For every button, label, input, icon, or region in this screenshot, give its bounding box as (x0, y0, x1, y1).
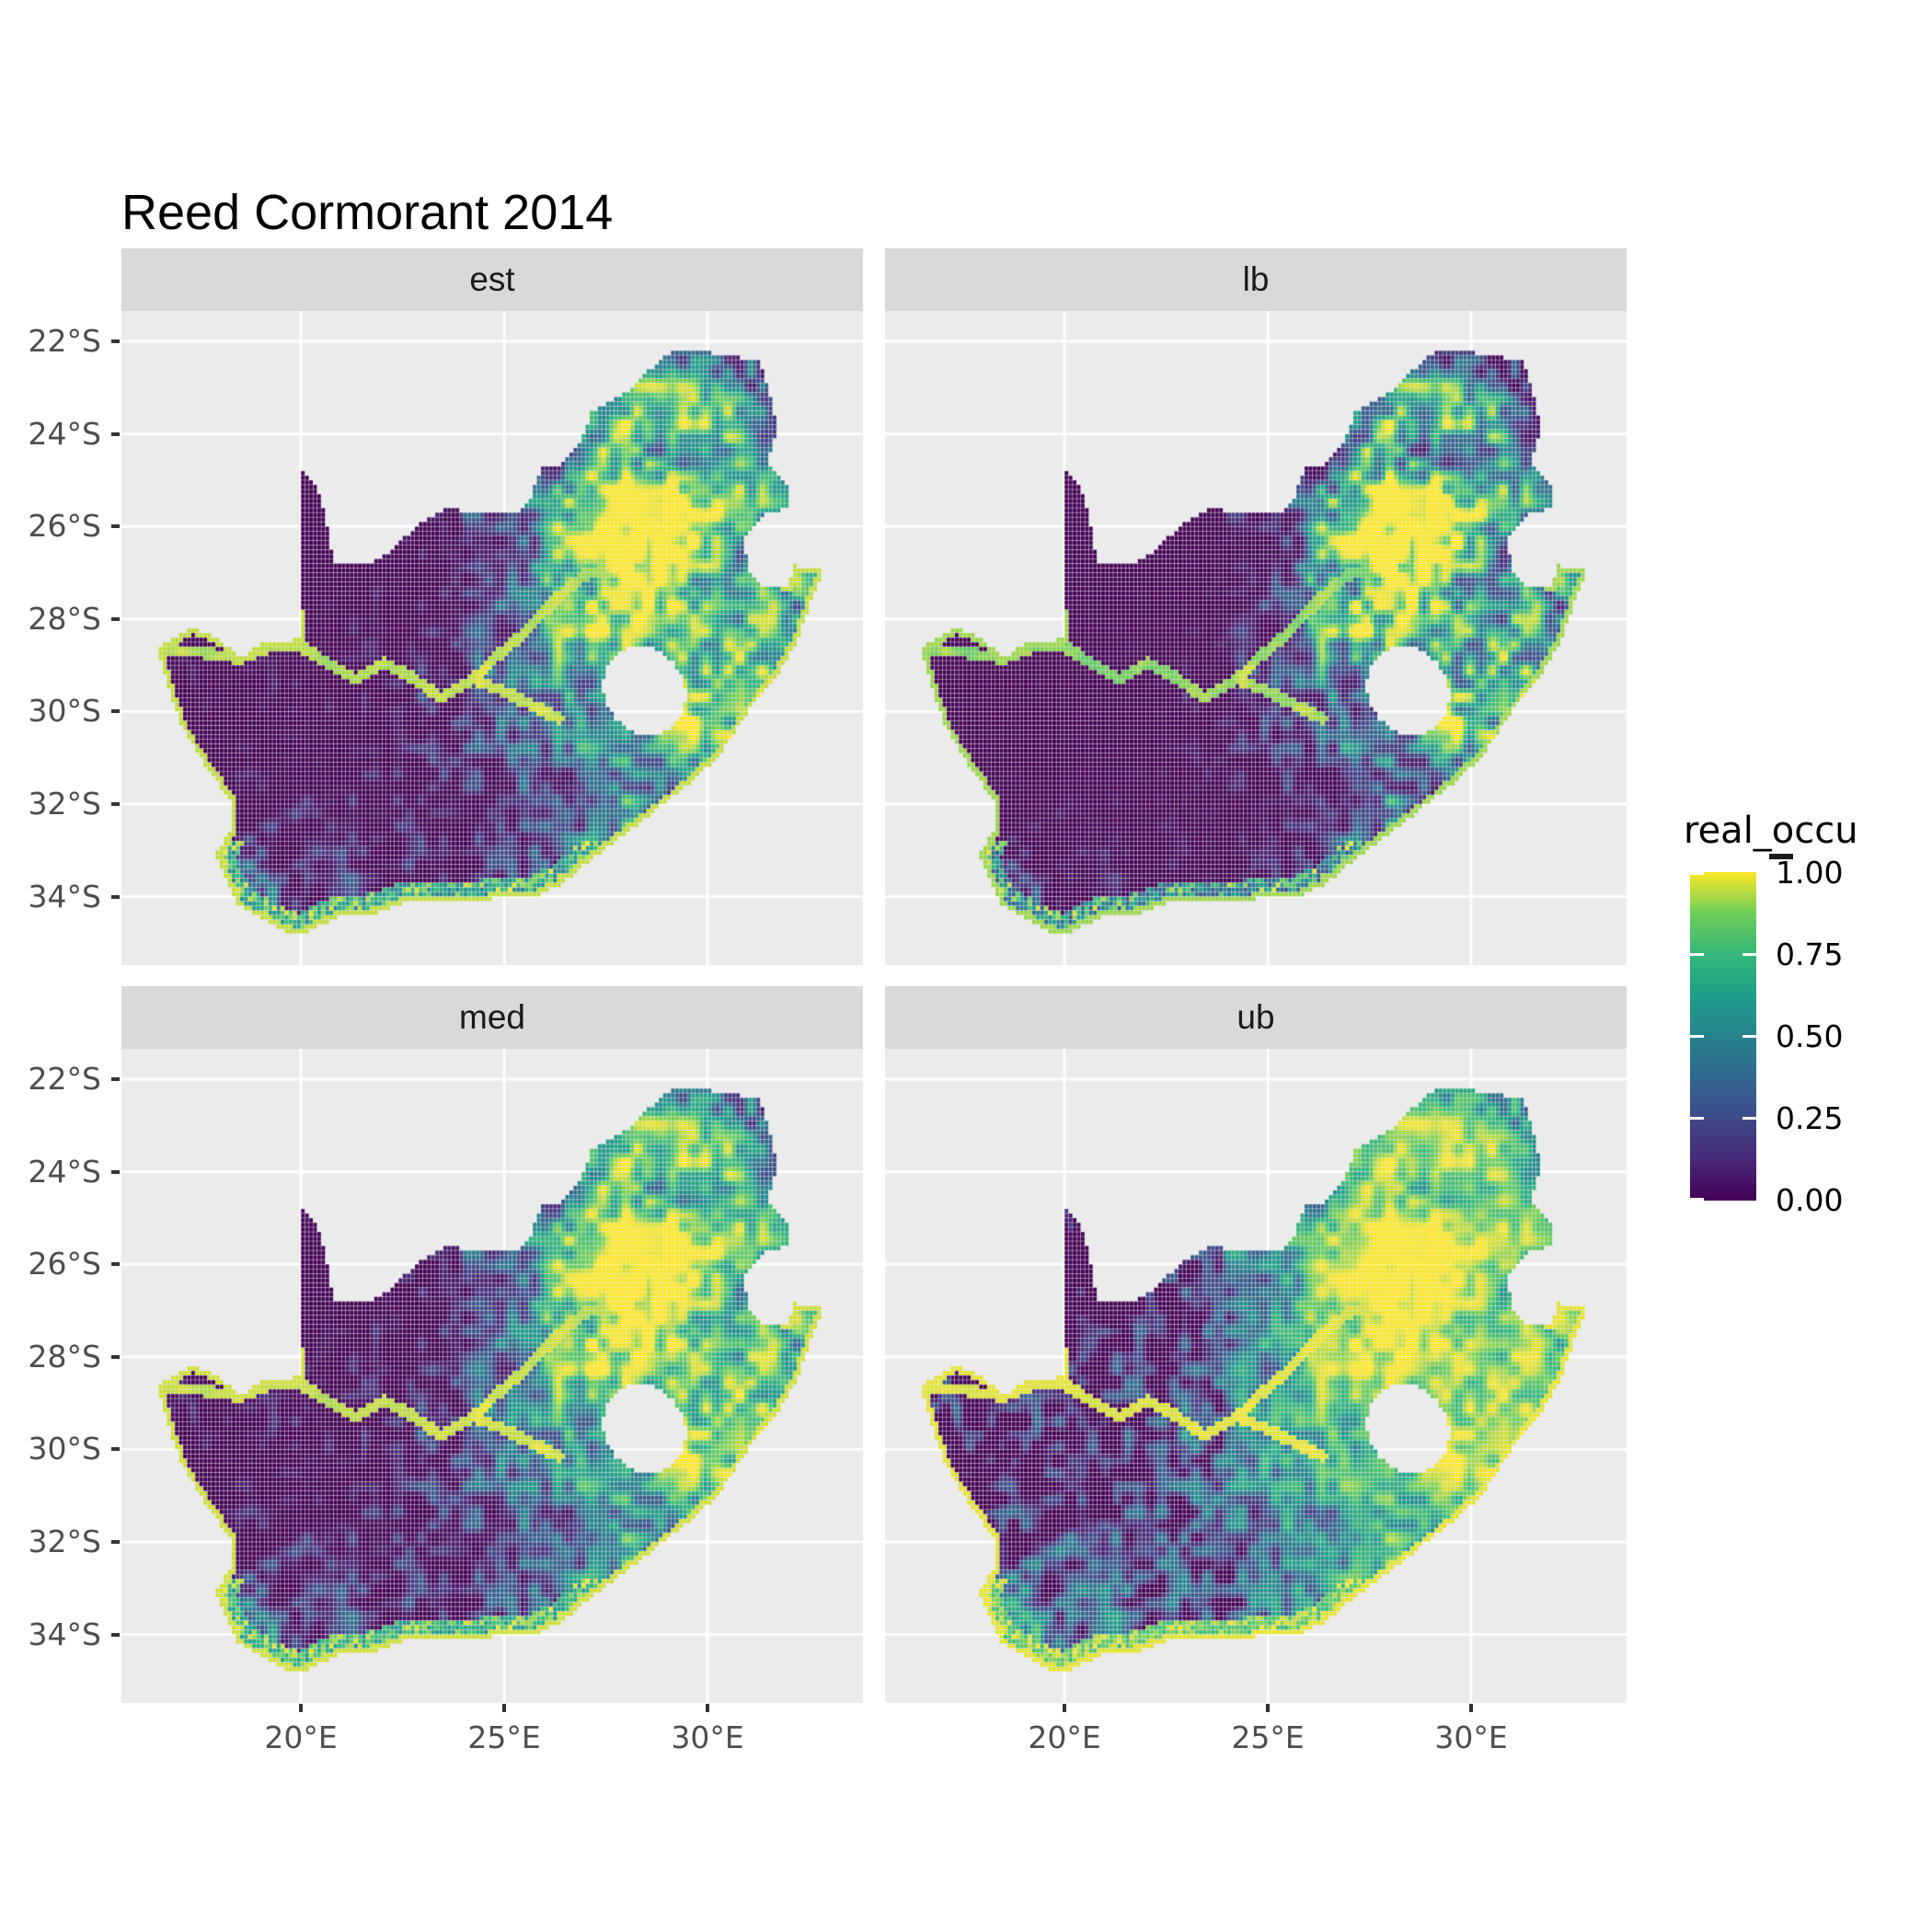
y-axis-tick-mark (111, 1540, 120, 1544)
x-axis-tick-mark (502, 1704, 506, 1712)
y-axis-tick-label: 24°S (28, 415, 101, 452)
y-axis-tick-label: 28°S (28, 1338, 101, 1374)
facet-map-canvas-lb (885, 311, 1627, 965)
x-axis-tick-mark (1266, 1704, 1270, 1712)
legend-colorbar (1690, 872, 1756, 1201)
y-axis-tick-mark (111, 1077, 120, 1081)
legend-tick-0.50 (1742, 1035, 1756, 1038)
legend-tick-0.75 (1690, 953, 1704, 956)
y-axis-tick-mark (111, 1354, 120, 1359)
y-axis-tick-label: 32°S (28, 1524, 101, 1559)
y-axis-tick-mark (111, 339, 120, 343)
y-axis-tick-mark (111, 616, 120, 621)
legend-title: real_occu (1684, 810, 1858, 852)
y-axis-tick-mark (111, 524, 120, 529)
facet-strip-med: med (121, 986, 863, 1049)
facet-map-canvas-med (121, 1049, 863, 1703)
facet-strip-label: est (469, 260, 515, 298)
y-axis-tick-label: 22°S (28, 1061, 101, 1097)
facet-strip-label: lb (1242, 260, 1270, 298)
legend-tick-0.75 (1742, 953, 1756, 956)
map-panel-est (121, 311, 863, 965)
y-axis-tick-mark (111, 802, 120, 806)
x-axis-tick-label: 25°E (1231, 1719, 1305, 1755)
y-axis-tick-label: 28°S (28, 600, 101, 637)
y-axis-tick-mark (111, 1169, 120, 1174)
x-axis-tick-label: 20°E (264, 1719, 338, 1755)
legend-tick-0.25 (1742, 1117, 1756, 1120)
y-axis-tick-label: 32°S (28, 786, 101, 822)
x-axis-tick-label: 30°E (1434, 1719, 1508, 1755)
legend-label: 0.75 (1776, 937, 1844, 972)
x-axis-tick-mark (1063, 1704, 1066, 1712)
legend-limit-tick (1769, 854, 1793, 859)
map-panel-lb (885, 311, 1627, 965)
y-axis-tick-mark (111, 709, 120, 714)
x-axis-tick-label: 20°E (1028, 1719, 1101, 1755)
y-axis-tick-label: 34°S (28, 878, 101, 914)
y-axis-tick-label: 30°S (28, 693, 101, 730)
x-axis-tick-mark (299, 1704, 303, 1712)
y-axis-tick-mark (111, 431, 120, 436)
facet-strip-ub: ub (885, 986, 1627, 1049)
facet-ub: ub (885, 986, 1627, 1703)
map-panel-ub (885, 1049, 1627, 1703)
y-axis-tick-label: 26°S (28, 1246, 101, 1282)
plot-title: Reed Cormorant 2014 (121, 185, 614, 240)
facet-strip-label: med (459, 998, 525, 1036)
legend-label: 0.50 (1776, 1018, 1844, 1054)
y-axis-tick-label: 34°S (28, 1616, 101, 1652)
x-axis-tick-label: 25°E (467, 1719, 541, 1755)
facet-map-canvas-ub (885, 1049, 1627, 1703)
legend-real-occu: real_occu 1.00 0.75 0.50 0.25 0.00 (1684, 810, 1932, 1233)
y-axis-tick-mark (111, 1262, 120, 1267)
legend-tick-0.00 (1690, 1198, 1704, 1201)
y-axis-tick-label: 22°S (28, 323, 101, 359)
facet-lb: lb (885, 248, 1627, 965)
map-panel-med (121, 1049, 863, 1703)
legend-tick-0.25 (1690, 1117, 1704, 1120)
facet-strip-est: est (121, 248, 863, 311)
y-axis-tick-label: 24°S (28, 1153, 101, 1190)
facet-med: med (121, 986, 863, 1703)
y-axis-tick-mark (111, 1632, 120, 1637)
x-axis-tick-label: 30°E (671, 1719, 744, 1755)
legend-tick-0.50 (1690, 1035, 1704, 1038)
legend-tick-1.00 (1690, 872, 1704, 875)
legend-label: 1.00 (1776, 855, 1844, 891)
facet-strip-label: ub (1236, 998, 1275, 1036)
facet-strip-lb: lb (885, 248, 1627, 311)
x-axis-tick-mark (1469, 1704, 1473, 1712)
y-axis-tick-label: 26°S (28, 508, 101, 545)
y-axis-tick-mark (111, 1447, 120, 1452)
legend-label: 0.25 (1776, 1100, 1844, 1136)
y-axis-tick-label: 30°S (28, 1431, 101, 1467)
facet-map-canvas-est (121, 311, 863, 965)
x-axis-tick-mark (706, 1704, 709, 1712)
facet-est: est (121, 248, 863, 965)
y-axis-tick-mark (111, 894, 120, 899)
legend-label: 0.00 (1776, 1182, 1844, 1218)
